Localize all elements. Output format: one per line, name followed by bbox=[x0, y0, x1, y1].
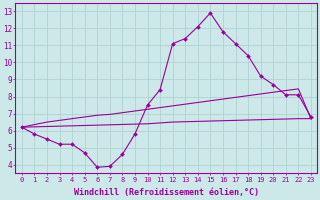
X-axis label: Windchill (Refroidissement éolien,°C): Windchill (Refroidissement éolien,°C) bbox=[74, 188, 259, 197]
